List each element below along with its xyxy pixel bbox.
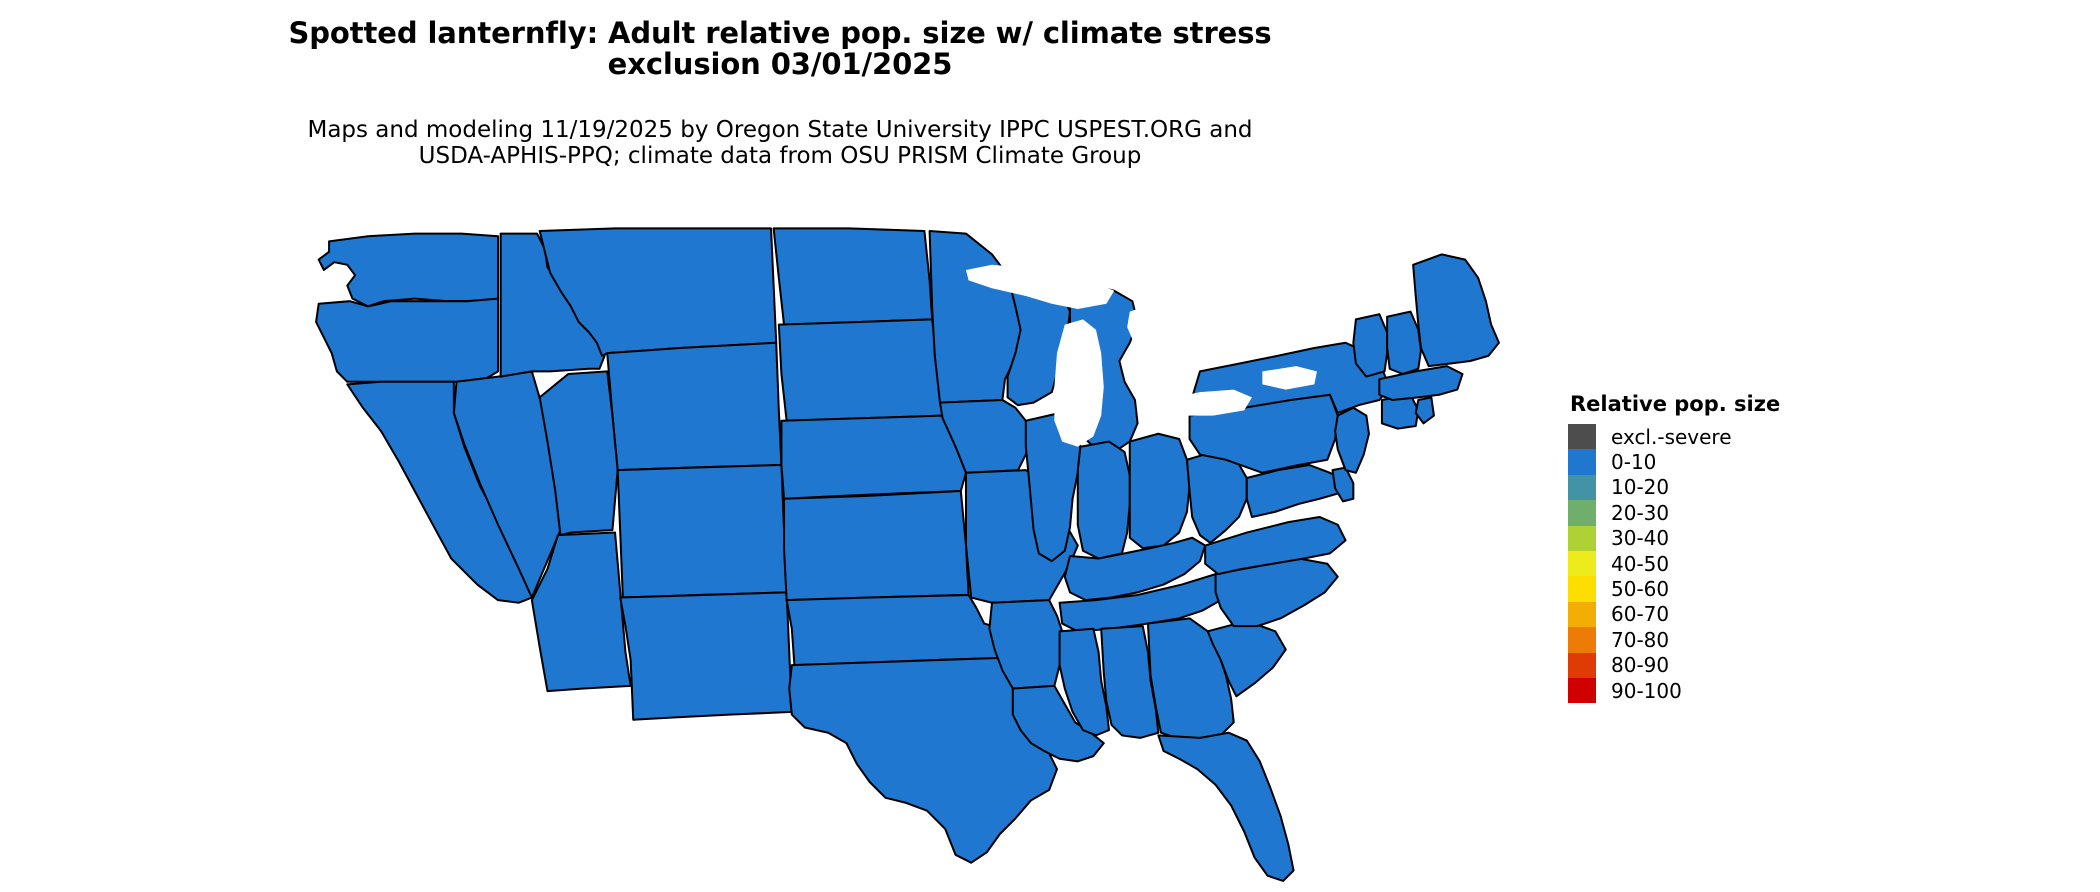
- state-maine[interactable]: [1412, 253, 1500, 368]
- legend-item[interactable]: 10-20: [1568, 474, 1868, 501]
- state-alabama[interactable]: [1100, 625, 1160, 739]
- lake-superior-shape: [965, 264, 1115, 309]
- legend-item-label: 50-60: [1611, 577, 1670, 602]
- legend-color-swatch: [1568, 449, 1596, 475]
- legend-item-label: 80-90: [1611, 653, 1670, 678]
- state-virginia[interactable]: [1204, 515, 1347, 576]
- us-choropleth-map: [290, 218, 1590, 890]
- figure-subtitle-block: Maps and modeling 11/19/2025 by Oregon S…: [0, 117, 1560, 170]
- legend-color-swatch: [1568, 627, 1596, 653]
- legend-title: Relative pop. size: [1570, 392, 1781, 416]
- state-oklahoma[interactable]: [785, 593, 1019, 667]
- legend-item[interactable]: 80-90: [1568, 652, 1868, 678]
- state-oregon[interactable]: [315, 297, 500, 383]
- legend-color-swatch: [1568, 525, 1596, 551]
- legend-color-swatch: [1568, 474, 1596, 501]
- legend-item[interactable]: excl.-severe: [1568, 424, 1868, 450]
- state-massachusetts[interactable]: [1378, 365, 1464, 401]
- legend-color-swatch: [1568, 601, 1596, 628]
- map-legend: Relative pop. size excl.-severe 0-10 10-20…: [1568, 392, 1868, 704]
- state-indiana[interactable]: [1076, 440, 1131, 560]
- legend-color-swatch: [1568, 576, 1596, 602]
- states-group: [315, 227, 1500, 882]
- state-nebraska[interactable]: [780, 414, 968, 500]
- state-maryland[interactable]: [1245, 463, 1344, 518]
- legend-item-label: 0-10: [1611, 450, 1657, 475]
- legend-item-label: 90-100: [1611, 678, 1682, 703]
- legend-color-swatch: [1568, 652, 1596, 678]
- state-louisiana[interactable]: [1011, 684, 1105, 763]
- state-south-carolina[interactable]: [1206, 619, 1287, 698]
- state-new-mexico[interactable]: [619, 591, 793, 721]
- state-kentucky[interactable]: [1063, 536, 1207, 602]
- legend-item-label: 70-80: [1611, 627, 1670, 652]
- figure-subtitle: Maps and modeling 11/19/2025 by Oregon S…: [307, 117, 1253, 169]
- state-new-jersey[interactable]: [1334, 406, 1370, 474]
- legend-item[interactable]: 30-40: [1568, 525, 1868, 551]
- legend-item-label: 20-30: [1611, 500, 1670, 525]
- great-lakes-group: [965, 264, 1317, 447]
- lake-michigan-shape: [1054, 319, 1104, 447]
- lake-erie-shape: [1163, 389, 1252, 416]
- legend-item[interactable]: 70-80: [1568, 627, 1868, 653]
- legend-color-swatch: [1568, 500, 1596, 526]
- legend-color-swatch: [1568, 424, 1596, 450]
- lake-ontario-shape: [1262, 366, 1317, 390]
- legend-item-label: 30-40: [1611, 526, 1670, 551]
- legend-item-label: 60-70: [1611, 602, 1670, 627]
- state-delaware[interactable]: [1331, 466, 1355, 503]
- figure-title-block: Spotted lanternfly: Adult relative pop. …: [0, 16, 1560, 82]
- legend-item[interactable]: 0-10: [1568, 449, 1868, 475]
- legend-color-swatch: [1568, 550, 1596, 577]
- lake-huron-shape: [1127, 303, 1185, 369]
- state-vermont[interactable]: [1352, 313, 1389, 378]
- state-washington[interactable]: [317, 232, 500, 308]
- us-states-svg: [315, 227, 1500, 882]
- page-title: Spotted lanternfly: Adult relative pop. …: [288, 16, 1272, 82]
- legend-item-label: 40-50: [1611, 551, 1670, 576]
- legend-color-swatch: [1568, 677, 1596, 704]
- state-ohio[interactable]: [1128, 432, 1191, 550]
- state-colorado[interactable]: [616, 463, 788, 599]
- legend-item[interactable]: 60-70: [1568, 601, 1868, 628]
- state-north-dakota[interactable]: [772, 227, 934, 326]
- legend-items-list: excl.-severe 0-10 10-20 20-30 30-40 40-50 50-6…: [1568, 424, 1868, 704]
- legend-item[interactable]: 90-100: [1568, 677, 1868, 704]
- state-rhode-island[interactable]: [1414, 396, 1435, 425]
- legend-item-label: 10-20: [1611, 475, 1670, 500]
- state-florida[interactable]: [1157, 731, 1295, 882]
- legend-item[interactable]: 40-50: [1568, 550, 1868, 577]
- legend-item[interactable]: 50-60: [1568, 576, 1868, 602]
- state-west-virginia[interactable]: [1185, 450, 1248, 544]
- legend-item-label: excl.-severe: [1611, 424, 1732, 449]
- state-montana[interactable]: [538, 227, 778, 357]
- state-new-hampshire[interactable]: [1386, 310, 1422, 375]
- state-kansas[interactable]: [783, 489, 970, 602]
- legend-item[interactable]: 20-30: [1568, 500, 1868, 526]
- state-wyoming[interactable]: [606, 341, 783, 472]
- state-arizona[interactable]: [530, 531, 632, 693]
- state-south-dakota[interactable]: [777, 318, 944, 422]
- state-utah[interactable]: [538, 370, 619, 537]
- state-mississippi[interactable]: [1058, 627, 1110, 737]
